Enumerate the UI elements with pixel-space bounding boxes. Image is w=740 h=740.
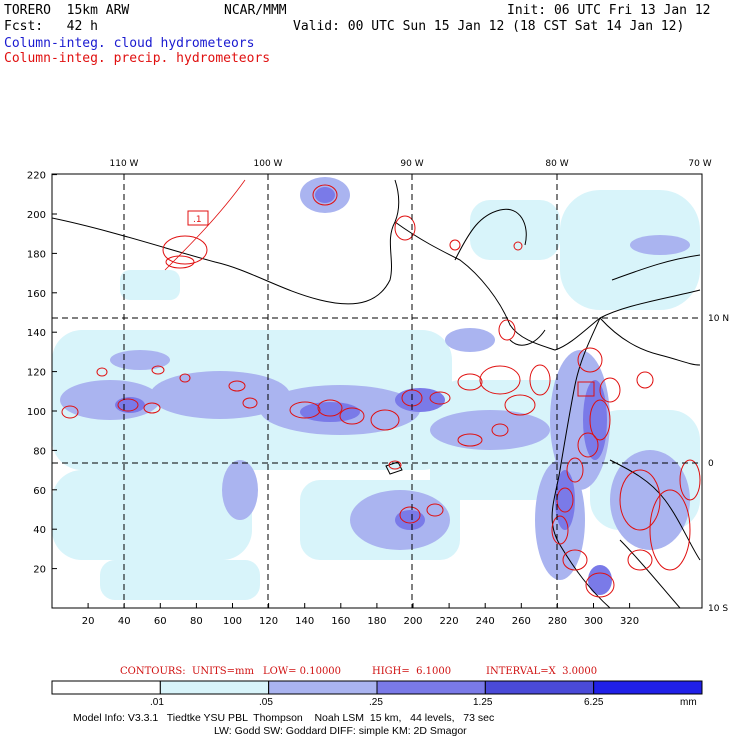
colorbar-label-0.25: .25 (369, 697, 383, 708)
y-tick-label: 180 (27, 249, 46, 260)
colorbar-unit: mm (680, 697, 697, 708)
model-title: TORERO 15km ARW (4, 3, 130, 18)
lon-label-90w: 90 W (400, 159, 423, 169)
colorbar-label-6.25: 6.25 (584, 697, 604, 708)
x-tick-label: 320 (620, 616, 639, 627)
y-tick-label: 120 (27, 368, 46, 379)
x-tick-label: 160 (331, 616, 350, 627)
init-time: Init: 06 UTC Fri 13 Jan 12 (507, 3, 711, 18)
colorbar-label-0.01: .01 (150, 697, 164, 708)
model-info-line2: LW: Godd SW: Goddard DIFF: simple KM: 2D… (214, 725, 467, 737)
y-tick-label: 20 (33, 565, 46, 576)
x-tick-label: 220 (440, 616, 459, 627)
coastlines (52, 179, 701, 608)
y-tick-label: 200 (27, 210, 46, 221)
colorbar-label-1.25: 1.25 (473, 697, 493, 708)
x-tick-label: 260 (512, 616, 531, 627)
lat-label-10s: 10 S (708, 604, 728, 614)
organization: NCAR/MMM (224, 3, 287, 18)
x-tick-label: 40 (118, 616, 131, 627)
contour-interval: INTERVAL=X 3.0000 (486, 666, 598, 677)
contour-units: CONTOURS: UNITS=mm (120, 666, 254, 677)
model-info-line1: Model Info: V3.3.1 Tiedtke YSU PBL Thomp… (73, 712, 495, 724)
lat-label-0: 0 (708, 459, 714, 469)
lon-label-100w: 100 W (254, 159, 283, 169)
lon-label-110w: 110 W (110, 159, 139, 169)
x-tick-label: 20 (82, 616, 95, 627)
contour-low: LOW= 0.10000 (263, 666, 342, 677)
y-tick-label: 140 (27, 328, 46, 339)
x-tick-label: 180 (367, 616, 386, 627)
contour-high: HIGH= 6.1000 (372, 666, 452, 677)
lon-label-80w: 80 W (545, 159, 568, 169)
contour-label: .1 (193, 215, 202, 225)
x-tick-label: 80 (190, 616, 203, 627)
y-tick-label: 80 (33, 446, 46, 457)
y-tick-label: 60 (33, 486, 46, 497)
y-tick-label: 220 (27, 171, 46, 182)
x-tick-label: 120 (259, 616, 278, 627)
axis-ticks (52, 174, 631, 608)
y-tick-label: 160 (27, 289, 46, 300)
x-tick-label: 300 (584, 616, 603, 627)
x-tick-label: 140 (295, 616, 314, 627)
field-precip-label: Column-integ. precip. hydrometeors (4, 51, 271, 66)
colorbar-swatch (593, 680, 703, 695)
x-tick-label: 240 (476, 616, 495, 627)
precip-contours (61, 179, 701, 598)
colorbar-label-0.05: .05 (259, 697, 273, 708)
contour-info: CONTOURS: UNITS=mm LOW= 0.10000 HIGH= 6.… (0, 666, 740, 721)
y-tick-label: 100 (27, 407, 46, 418)
lat-label-10n: 10 N (708, 314, 729, 324)
valid-time: Valid: 00 UTC Sun 15 Jan 12 (18 CST Sat … (293, 19, 685, 34)
forecast-hour: Fcst: 42 h (4, 19, 98, 34)
graticule (52, 174, 702, 608)
lon-label-70w: 70 W (688, 159, 711, 169)
x-tick-label: 100 (223, 616, 242, 627)
x-tick-label: 60 (154, 616, 167, 627)
field-cloud-label: Column-integ. cloud hydrometeors (4, 36, 255, 51)
x-tick-label: 200 (403, 616, 422, 627)
x-tick-label: 280 (548, 616, 567, 627)
y-tick-label: 40 (33, 525, 46, 536)
colorbar (51, 680, 703, 695)
